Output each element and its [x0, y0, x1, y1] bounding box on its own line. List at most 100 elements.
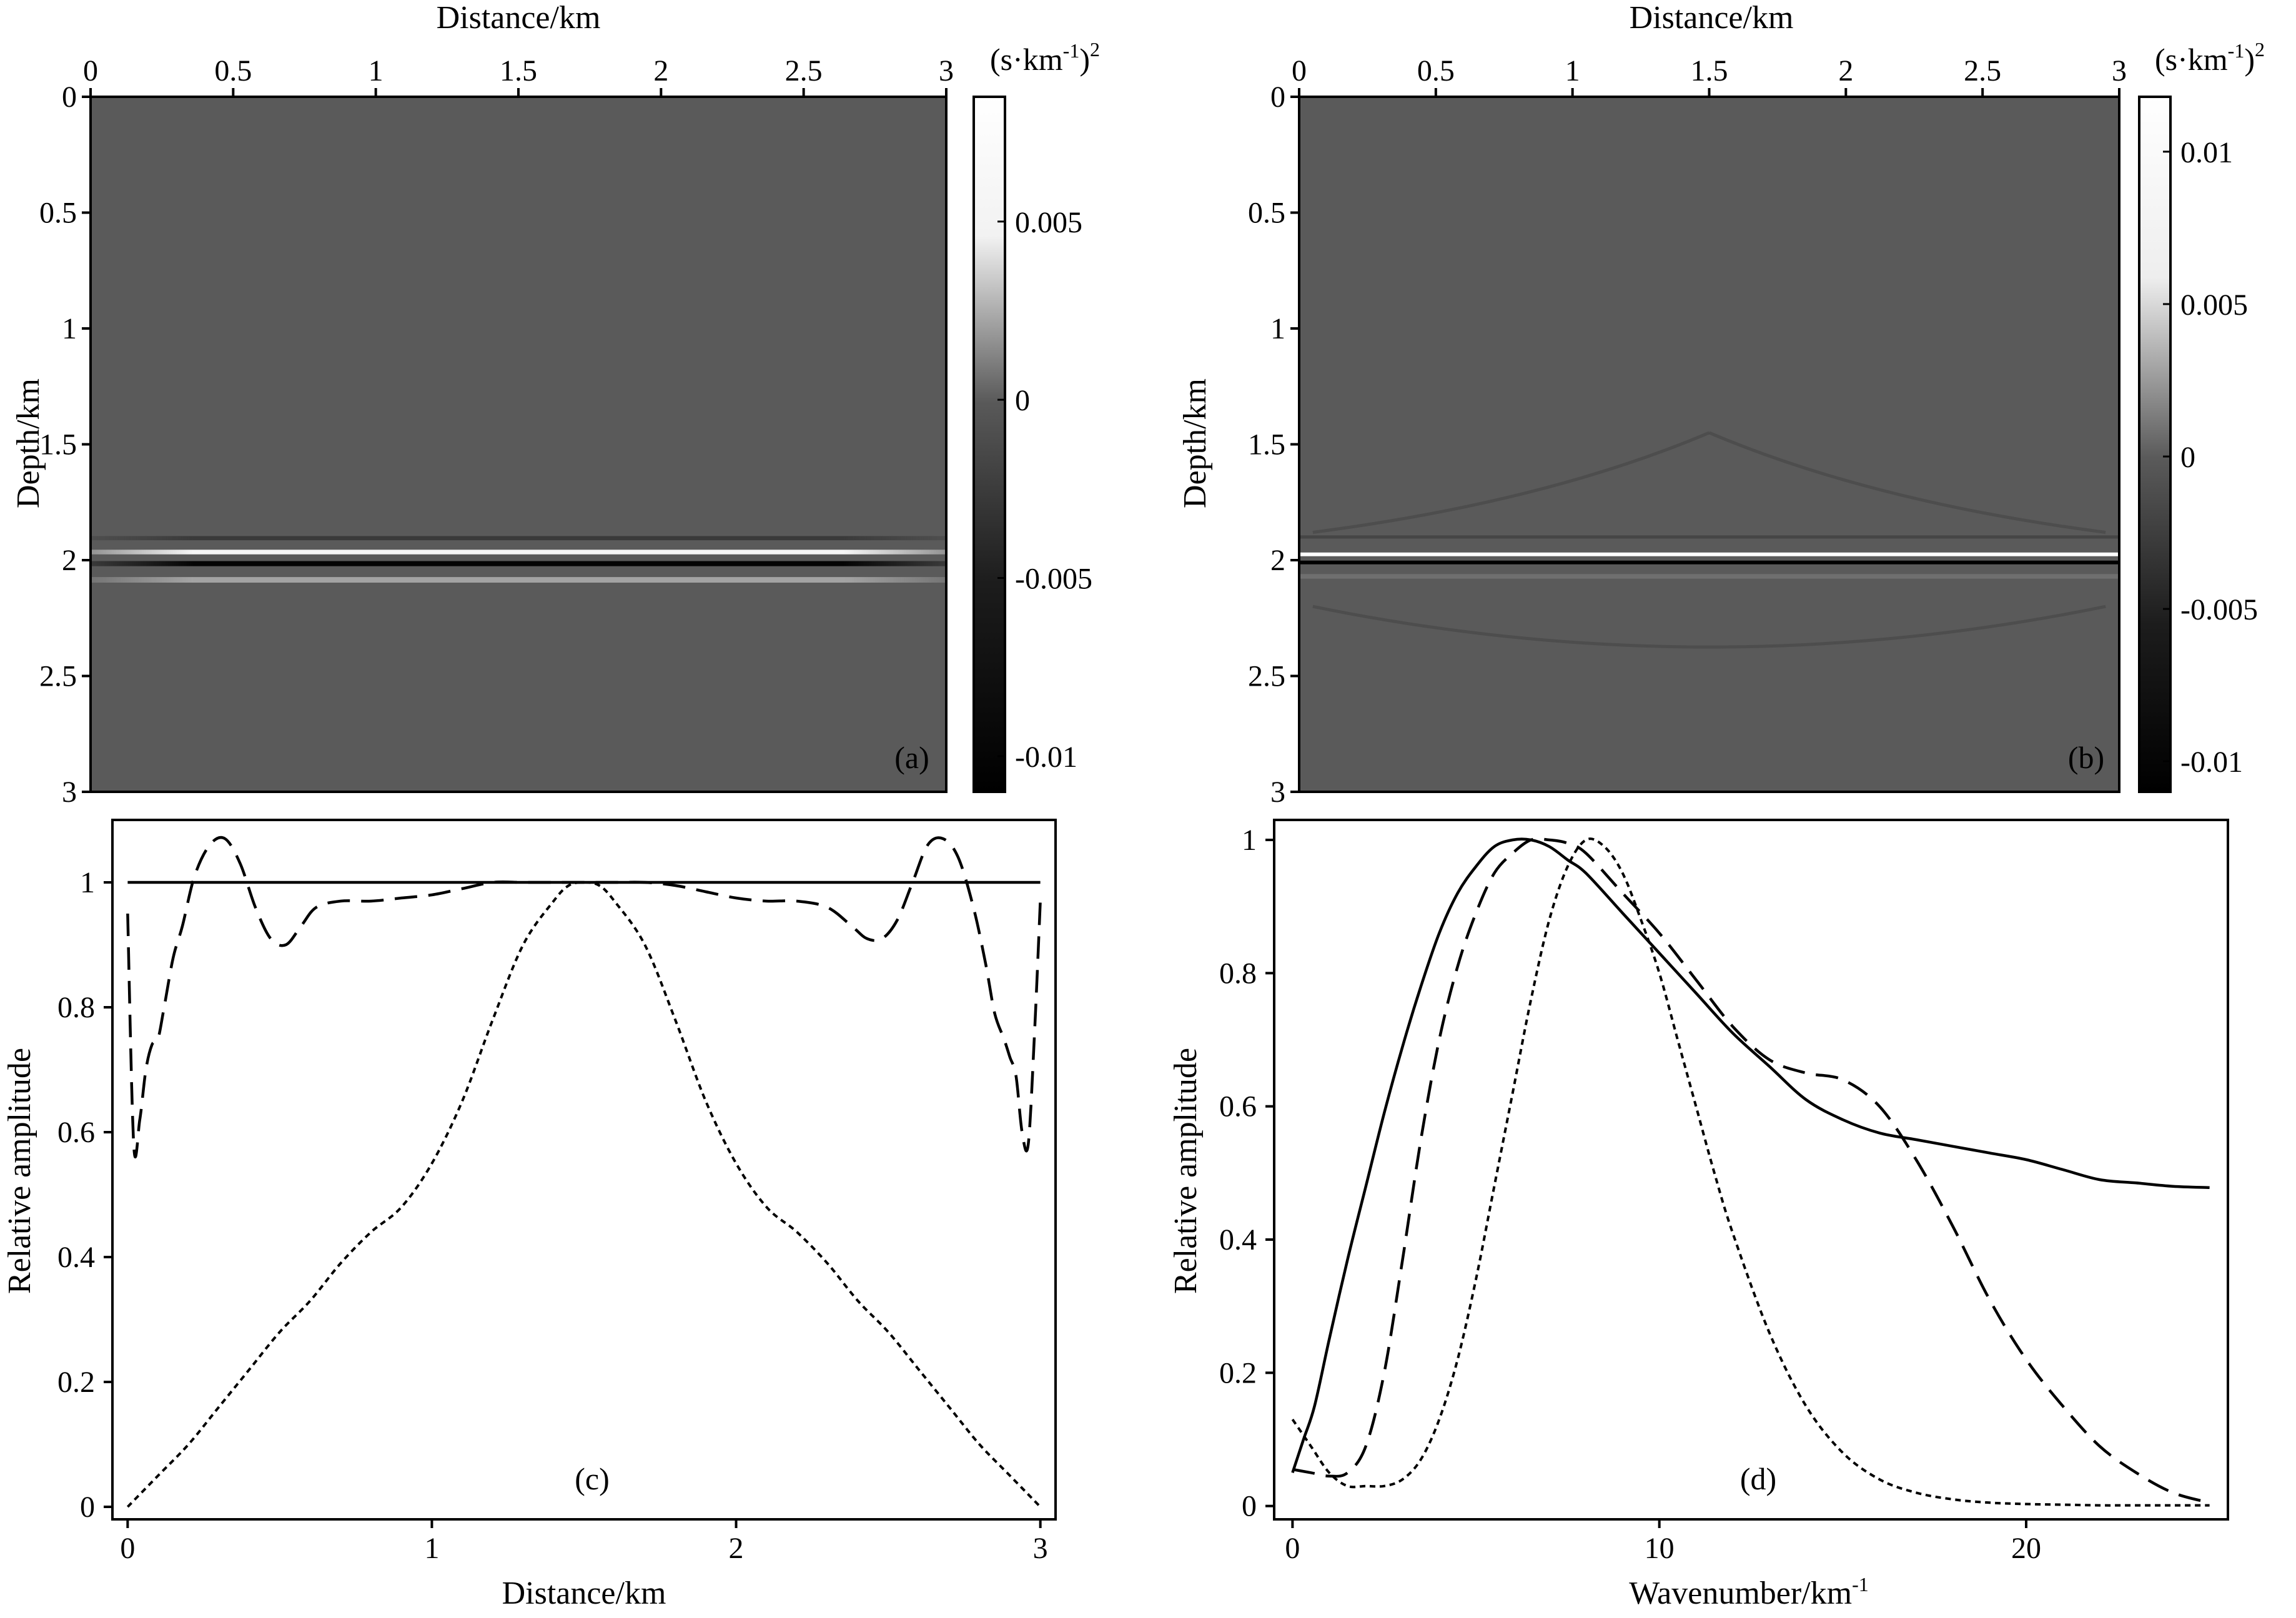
- series-group: [1291, 837, 2210, 1507]
- y-tick-label: 1: [62, 312, 77, 345]
- x-tick-label: 2.5: [1964, 54, 2001, 87]
- colorbar-ticks: 0.005 0 -0.005 -0.01: [997, 206, 1092, 774]
- reflector-band: [92, 577, 945, 583]
- x-tick-label: 10: [1645, 1532, 1675, 1565]
- axes-a: 0 0.5 1 1.5 2 2.5 3 0 0.5 1 1.5 2 2.5 3: [39, 54, 954, 809]
- panel-label: (b): [2068, 740, 2104, 775]
- colorbar: [2138, 96, 2172, 793]
- colorbar-ticks: 0.01 0.005 0 -0.005 -0.01: [2163, 136, 2258, 779]
- x-tick-label: 1.5: [500, 54, 537, 87]
- axes-c: 0 1 2 3 0 0.2 0.4 0.6 0.8 1: [57, 866, 1048, 1565]
- y-tick-label: 0.4: [57, 1241, 95, 1274]
- image-background: [91, 97, 946, 792]
- colorbar-tick-label: 0.005: [2180, 289, 2248, 322]
- y-tick-label: 1: [80, 866, 95, 899]
- y-tick-label: 0.6: [57, 1116, 95, 1149]
- colorbar-tick-label: 0: [2180, 441, 2195, 474]
- x-tick-label: 3: [939, 54, 954, 87]
- diffraction-arc: [1312, 604, 2106, 649]
- x-tick-label: 0.5: [1417, 54, 1455, 87]
- series-line-dashed: [126, 836, 1042, 1158]
- series-line-solid: [1291, 837, 2210, 1473]
- image-a-reflector: [92, 536, 945, 583]
- ylabel: Relative amplitude: [1168, 1048, 1204, 1294]
- y-tick-label: 0.6: [1219, 1090, 1257, 1123]
- x-tick-label: 0: [120, 1532, 135, 1565]
- y-tick-label: 2: [62, 544, 77, 577]
- y-tick-label: 0.2: [1219, 1356, 1257, 1389]
- plot-frame: [1273, 819, 2229, 1521]
- y-tick-label: 0.5: [39, 197, 77, 230]
- ylabel: Relative amplitude: [2, 1048, 37, 1294]
- x-tick-label: 0: [1292, 54, 1307, 87]
- x-tick-label: 0.5: [214, 54, 252, 87]
- series-line-dotted: [1291, 837, 2210, 1507]
- colorbar-tick-label: -0.005: [2180, 593, 2258, 626]
- xlabel: Distance/km: [1630, 0, 1794, 36]
- x-tick-label: 1: [424, 1532, 439, 1565]
- y-tick-label: 3: [62, 776, 77, 809]
- series-line-dotted: [126, 881, 1042, 1508]
- reflector-band: [92, 550, 945, 555]
- y-tick-label: 0: [1270, 81, 1285, 114]
- y-tick-label: 1: [1242, 824, 1257, 857]
- x-tick-label: 2: [1838, 54, 1853, 87]
- colorbar: [972, 96, 1006, 793]
- x-tick-label: 1.5: [1691, 54, 1728, 87]
- y-tick-label: 0: [62, 81, 77, 114]
- image-background: [1299, 97, 2119, 792]
- series-group: [126, 836, 1042, 1508]
- x-tick-label: 2.5: [785, 54, 823, 87]
- diffraction-arc: [1312, 431, 1710, 534]
- colorbar-tick-label: -0.01: [1015, 741, 1077, 774]
- x-tick-label: 3: [1033, 1532, 1048, 1565]
- diffraction-arc: [1708, 431, 2106, 534]
- panel-a: 0 0.5 1 1.5 2 2.5 3 0 0.5 1 1.5 2 2.5 3 Distance/km D…: [11, 0, 1100, 809]
- y-tick-label: 0.8: [1219, 957, 1257, 990]
- plot-frame: [111, 819, 1057, 1521]
- reflector-band: [92, 536, 945, 541]
- reflector-band: [1300, 552, 2118, 556]
- colorbar-tick-label: -0.01: [2180, 746, 2243, 779]
- y-tick-label: 0.8: [57, 991, 95, 1024]
- x-tick-label: 20: [2011, 1532, 2041, 1565]
- y-tick-label: 1.5: [39, 428, 77, 461]
- image-b-reflector: [1300, 431, 2118, 649]
- x-tick-label: 0: [1285, 1532, 1300, 1565]
- colorbar-tick-label: 0.005: [1015, 206, 1082, 239]
- reflector-band: [1300, 560, 2118, 565]
- panel-label: (d): [1740, 1461, 1776, 1496]
- panel-label: (c): [575, 1461, 610, 1496]
- colorbar-tick-label: 0.01: [2180, 136, 2233, 169]
- colorbar-unit: (s·km-1)2: [990, 38, 1100, 77]
- panel-label: (a): [894, 740, 929, 775]
- y-tick-label: 0: [1242, 1490, 1257, 1523]
- x-tick-label: 1: [1565, 54, 1580, 87]
- axes-b: 0 0.5 1 1.5 2 2.5 3 0 0.5 1 1.5 2 2.5 3: [1248, 54, 2127, 809]
- y-tick-label: 0.5: [1248, 197, 1285, 230]
- y-tick-label: 2.5: [39, 660, 77, 693]
- y-tick-label: 3: [1270, 776, 1285, 809]
- x-tick-label: 0: [83, 54, 98, 87]
- y-tick-label: 1: [1270, 312, 1285, 345]
- ylabel: Depth/km: [1177, 378, 1213, 508]
- y-tick-label: 0.4: [1219, 1223, 1257, 1256]
- colorbar-tick-label: -0.005: [1015, 563, 1092, 596]
- ylabel: Depth/km: [11, 378, 46, 508]
- colorbar-unit: (s·km-1)2: [2155, 38, 2265, 77]
- xlabel: Distance/km: [437, 0, 601, 36]
- x-tick-label: 2: [653, 54, 668, 87]
- xlabel: Wavenumber/km-1: [1629, 1573, 1868, 1611]
- x-tick-label: 3: [2112, 54, 2127, 87]
- y-tick-label: 2.5: [1248, 660, 1285, 693]
- reflector-band: [1300, 535, 2118, 539]
- colorbar-tick-label: 0: [1015, 384, 1030, 417]
- y-tick-label: 0: [80, 1491, 95, 1524]
- panel-b: 0 0.5 1 1.5 2 2.5 3 0 0.5 1 1.5 2 2.5 3 Distance/km D…: [1177, 0, 2265, 809]
- y-tick-label: 1.5: [1248, 428, 1285, 461]
- series-line-dashed: [1292, 837, 2210, 1504]
- panel-d: 0 10 20 0 0.2 0.4 0.6 0.8 1 Wavenumber/km-1 Rela…: [1168, 819, 2229, 1611]
- x-tick-label: 2: [729, 1532, 744, 1565]
- axes-d: 0 10 20 0 0.2 0.4 0.6 0.8 1: [1219, 824, 2041, 1565]
